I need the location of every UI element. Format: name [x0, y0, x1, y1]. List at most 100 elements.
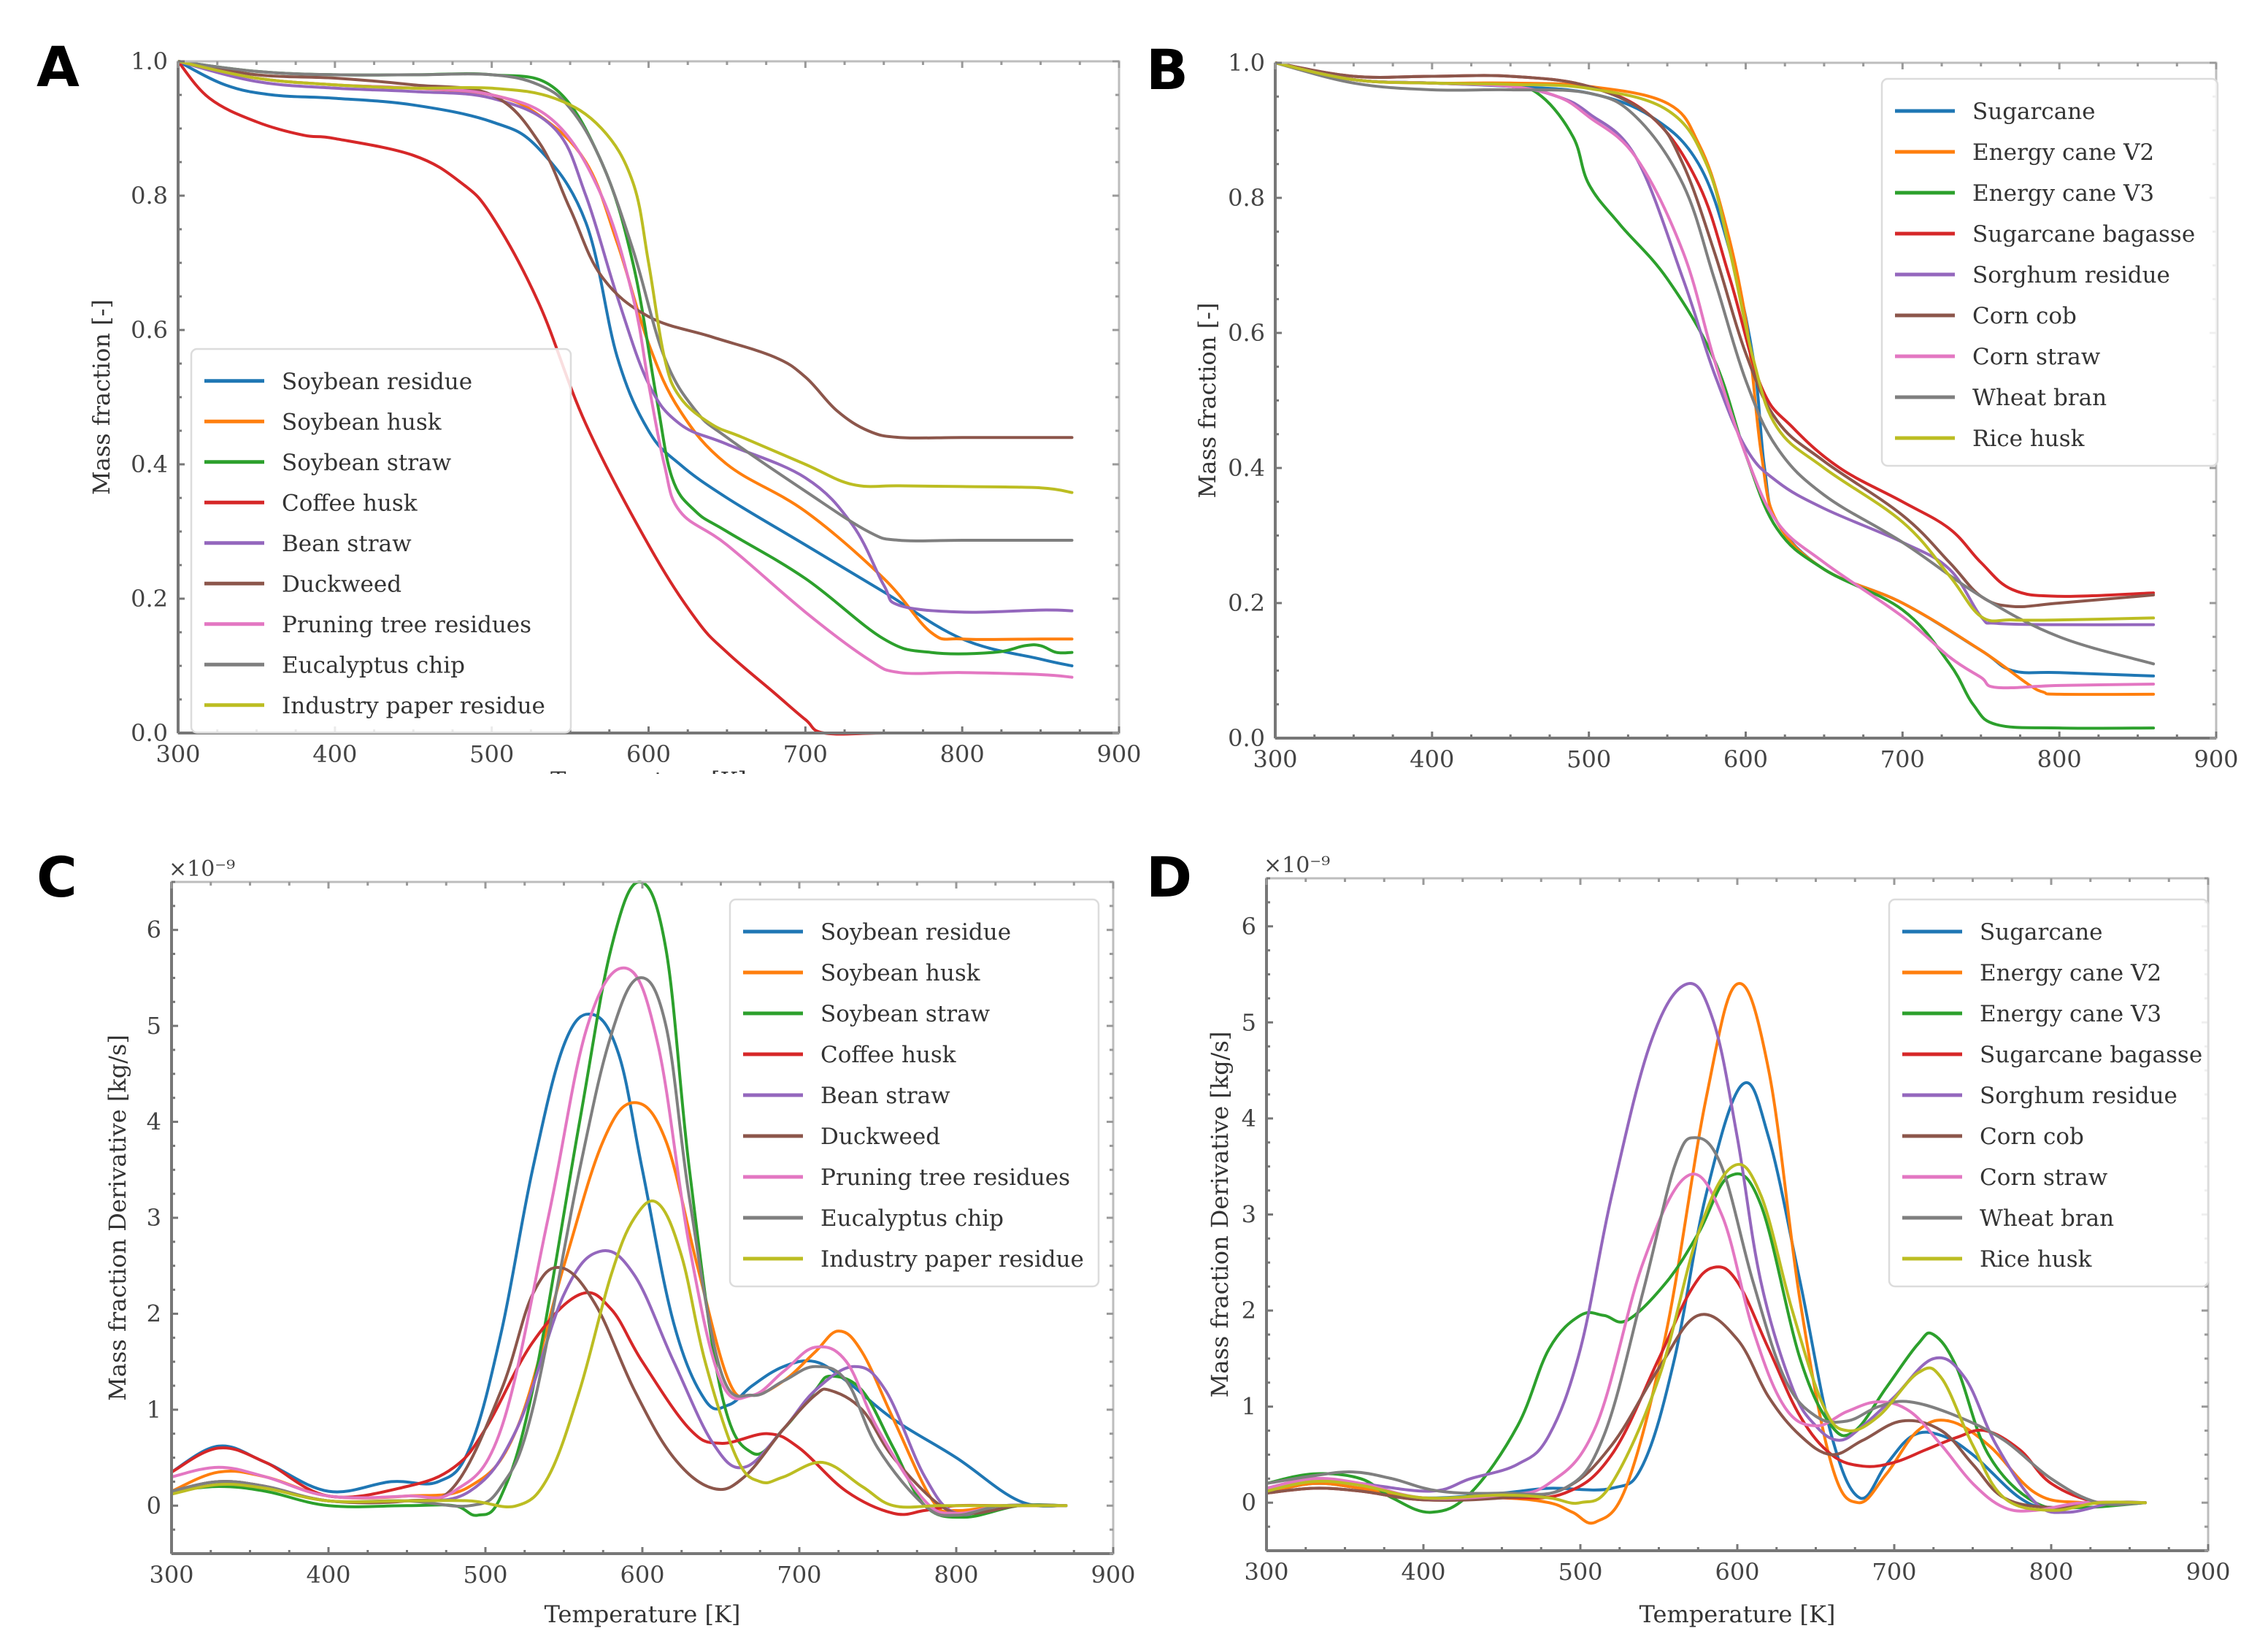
series-line-d-rice-husk — [1266, 1162, 2147, 1512]
panel-d: D 300 400 500 600 700 800 900 0 1 2 3 4 5 6 ×10⁻⁹ Mass … — [1146, 845, 2231, 1628]
legend-entry-b: Wheat bran — [1972, 385, 2107, 411]
series-line-d-sorghum-residue — [1266, 982, 2147, 1514]
legend-entry-c: Coffee husk — [820, 1042, 956, 1068]
x-tick-label-c: 900 — [1091, 1561, 1135, 1589]
y-tick-label-d: 0 — [1242, 1489, 1256, 1516]
x-tick-label-a: 600 — [626, 740, 671, 768]
legend-box-a — [190, 348, 572, 734]
series-line-d-wheat-bran — [1266, 1136, 2147, 1506]
y-tick-label-c: 0 — [147, 1492, 161, 1519]
x-tick-label-a: 400 — [312, 740, 357, 768]
series-line-a-soybean-residue — [178, 60, 1074, 667]
x-axis-label-a: Temperature [K] — [550, 767, 747, 794]
y-tick-label-a: 0.8 — [131, 182, 168, 210]
legend-entry-b: Rice husk — [1972, 426, 2085, 452]
x-tick-label-a: 900 — [1096, 740, 1141, 768]
series-line-d-corn-cob — [1266, 1313, 2147, 1509]
x-tick-label-d: 500 — [1558, 1558, 1602, 1586]
y-tick-label-d: 6 — [1242, 913, 1256, 940]
legend-entry-a: Pruning tree residues — [282, 612, 531, 638]
series-line-a-eucalyptus-chip — [178, 60, 1074, 542]
x-tick-label-b: 800 — [2037, 745, 2082, 773]
x-tick-label-a: 800 — [940, 740, 985, 768]
legend-box-d — [1888, 898, 2210, 1288]
panel-c: C 300 400 500 600 700 800 900 0 1 2 3 4 5 6 ×10⁻⁹ Mass … — [36, 845, 1136, 1628]
legend-entry-d: Sugarcane bagasse — [1980, 1042, 2202, 1068]
legend-entry-b: Energy cane V3 — [1972, 180, 2154, 207]
legend-entry-d: Sugarcane — [1980, 919, 2103, 945]
legend-entry-a: Coffee husk — [282, 490, 418, 516]
y-tick-label-a: 0.2 — [131, 585, 168, 613]
legend-entry-d: Energy cane V2 — [1980, 960, 2161, 986]
legend-entry-c: Soybean straw — [820, 1001, 991, 1027]
y-tick-label-b: 0.0 — [1228, 724, 1265, 752]
x-tick-label-c: 700 — [777, 1561, 821, 1589]
y-tick-label-c: 4 — [147, 1108, 161, 1136]
x-axis-label-c: Temperature [K] — [545, 1600, 741, 1628]
x-tick-label-d: 800 — [2029, 1558, 2073, 1586]
y-tick-label-b: 0.8 — [1228, 184, 1265, 212]
legend-entry-b: Corn cob — [1972, 303, 2077, 329]
legend-entry-c: Bean straw — [820, 1083, 950, 1109]
y-tick-label-b: 0.2 — [1228, 589, 1265, 617]
series-line-a-industry-paper-residue — [178, 60, 1074, 494]
y-tick-label-a: 0.6 — [131, 316, 168, 344]
y-tick-label-c: 1 — [147, 1396, 161, 1424]
series-line-c-industry-paper-residue — [172, 1199, 1068, 1509]
x-tick-label-c: 800 — [934, 1561, 978, 1589]
series-line-a-duckweed — [178, 60, 1074, 440]
series-line-c-soybean-straw — [172, 880, 1068, 1519]
legend-box-b — [1880, 77, 2219, 467]
legend-entry-a: Soybean husk — [282, 409, 442, 435]
series-group-c — [172, 880, 1068, 1519]
x-axis-label-d: Temperature [K] — [1640, 1600, 1836, 1628]
y-tick-label-b: 1.0 — [1228, 49, 1265, 77]
x-tick-label-a: 700 — [783, 740, 828, 768]
legend-entry-a: Bean straw — [282, 531, 412, 557]
panel-letter-b: B — [1146, 37, 1188, 102]
series-line-b-wheat-bran — [1275, 61, 2156, 666]
series-line-c-pruning-tree-residues — [172, 966, 1068, 1515]
x-tick-label-b: 700 — [1880, 745, 1925, 773]
series-group-b — [1275, 61, 2156, 730]
x-tick-label-d: 300 — [1244, 1558, 1288, 1586]
legend-d: Sugarcane Energy cane V2 Energy cane V3 Sug… — [1888, 898, 2210, 1288]
series-group-d — [1266, 982, 2147, 1525]
legend-c: Soybean residue Soybean husk Soybean straw… — [729, 898, 1100, 1288]
x-tick-label-b: 600 — [1723, 745, 1768, 773]
legend-entry-c: Duckweed — [820, 1124, 940, 1150]
y-axis-label-c: Mass fraction Derivative [kg/s] — [104, 1035, 131, 1401]
legend-entry-c: Soybean residue — [820, 919, 1011, 945]
panel-b: B 300 400 500 600 700 800 900 0.0 0.2 0.4 0.6 0.8 1.… — [1146, 37, 2239, 773]
x-tick-label-d: 400 — [1401, 1558, 1445, 1586]
y-offset-text-d: ×10⁻⁹ — [1264, 853, 1330, 878]
y-tick-label-a: 0.0 — [131, 719, 168, 747]
panel-letter-a: A — [36, 34, 80, 99]
y-axis-label-b: Mass fraction [-] — [1193, 303, 1221, 499]
legend-entry-a: Industry paper residue — [282, 693, 545, 719]
x-tick-label-c: 500 — [463, 1561, 507, 1589]
x-tick-label-c: 300 — [149, 1561, 193, 1589]
legend-entry-b: Sugarcane bagasse — [1972, 221, 2195, 248]
legend-entry-c: Industry paper residue — [820, 1246, 1084, 1273]
x-tick-label-b: 400 — [1410, 745, 1454, 773]
y-tick-label-c: 5 — [147, 1012, 161, 1040]
x-tick-label-b: 300 — [1253, 745, 1297, 773]
legend-entry-c: Eucalyptus chip — [820, 1205, 1004, 1232]
legend-entry-a: Eucalyptus chip — [282, 652, 465, 678]
y-tick-label-d: 2 — [1242, 1297, 1256, 1324]
y-offset-text-c: ×10⁻⁹ — [169, 856, 235, 882]
legend-entry-d: Wheat bran — [1980, 1205, 2114, 1232]
y-tick-label-d: 4 — [1242, 1105, 1256, 1132]
y-tick-label-c: 2 — [147, 1300, 161, 1327]
legend-box-c — [729, 898, 1100, 1288]
x-tick-label-c: 600 — [620, 1561, 664, 1589]
legend-a: Soybean residue Soybean husk Soybean straw… — [190, 348, 572, 734]
legend-entry-a: Soybean residue — [282, 369, 472, 395]
legend-entry-c: Soybean husk — [820, 960, 980, 986]
y-tick-label-b: 0.6 — [1228, 319, 1265, 347]
series-line-b-rice-husk — [1275, 61, 2156, 623]
legend-entry-b: Energy cane V2 — [1972, 139, 2154, 166]
x-tick-label-a: 500 — [469, 740, 514, 768]
